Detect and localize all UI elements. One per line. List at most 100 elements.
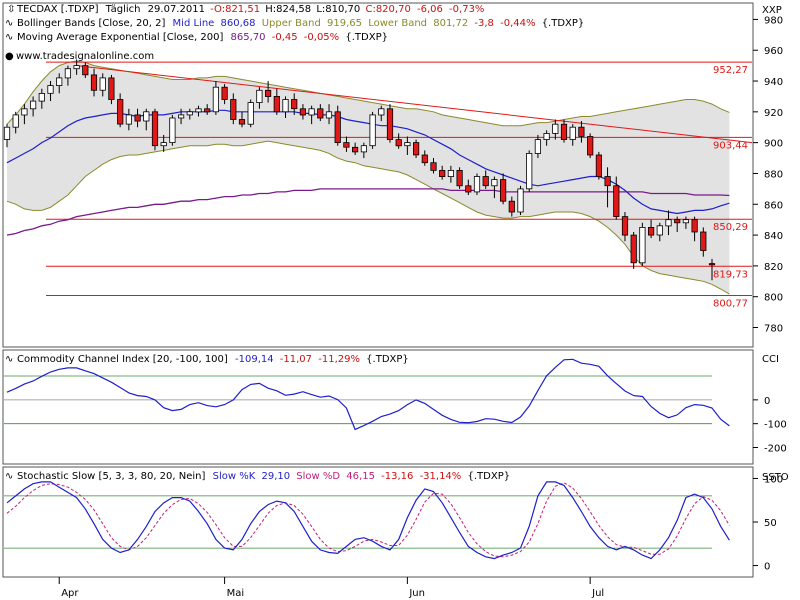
candle-body [247,102,254,125]
stoch-d-value: 46,15 [346,471,375,482]
candle-body [204,108,211,113]
cci-panel [2,349,754,465]
cci-plot [4,358,730,431]
stoch-k-line [6,481,730,560]
bollinger-name: Bollinger Bands [Close, 20, 2] [17,18,165,29]
candle-body [291,99,298,110]
candle-body [543,132,550,140]
candle [378,105,385,122]
candle-body [12,114,19,128]
candle-body [473,176,481,193]
candle [456,167,463,189]
candle [186,108,193,120]
candle-body [73,65,80,70]
month-label: Mai [227,588,245,599]
candle-body [639,226,646,264]
candle-body [369,114,376,147]
candle [299,104,307,120]
stoch-panel [2,466,754,578]
candle [151,108,159,151]
candle [256,87,263,109]
candle-body [491,179,498,187]
candle-body [630,234,637,264]
candle [465,179,472,196]
candle-body [648,226,655,236]
wave-icon: ∿ [5,32,13,43]
candle [360,142,368,159]
candle-body [308,108,315,116]
cci-line [6,358,730,431]
candle-body [325,111,333,119]
price-axis-name: XXP [762,5,782,16]
candle [587,133,594,159]
candle-body [578,126,585,137]
cci-axis-name: CCI [762,354,779,365]
candle [665,210,672,236]
candle [238,111,246,128]
candle-body [143,111,150,122]
candle [325,104,333,125]
candle [343,136,350,152]
candle-body [613,185,620,218]
candle [447,165,455,183]
price-period: Täglich [105,4,141,15]
candle-body [404,142,411,147]
level-label: 850,29 [713,222,748,233]
month-label: Apr [61,588,79,599]
candle-body [560,123,568,140]
candle-body [465,185,472,193]
candle [29,96,37,117]
candle [499,173,507,205]
bollinger-mid-label: Mid Line [173,18,215,29]
candle [595,151,603,180]
candle [682,216,690,229]
candle-body [38,93,45,102]
stoch-d-line [6,482,730,558]
candle [482,170,489,189]
candle [604,167,611,208]
wave-icon: ∿ [5,18,13,29]
stoch-tick-label: 0 [764,562,770,573]
candle [125,108,132,131]
price-change: -6,06 [417,4,443,15]
month-label: Jul [591,588,604,599]
candle [560,119,568,143]
candle [386,104,394,143]
candle [552,119,559,140]
bollinger-change-pct: -0,44% [500,18,535,29]
candle [195,105,202,117]
price-tick-label: 960 [764,46,783,57]
price-tick-label: 920 [764,108,783,119]
candle-body [273,96,280,113]
candle-body [82,65,89,76]
candle-body [378,108,385,116]
cci-symbol: {.TDXP} [366,354,409,365]
bollinger-change: -3,8 [474,18,494,29]
candle [247,99,254,128]
candle [56,73,63,94]
month-label: Jun [408,588,425,599]
candle [169,114,176,146]
price-tick-label: 860 [764,200,783,211]
stoch-k-label: Slow %K [213,471,256,482]
price-high: H:824,58 [265,4,311,15]
candle [282,96,289,118]
candle-body [604,176,611,187]
candle [230,93,237,125]
candle-body [125,114,132,125]
candle [648,219,655,239]
candle [508,196,515,217]
candle-body [3,126,11,140]
candle [700,227,707,257]
stoch-k-value: 29,10 [261,471,290,482]
candle [212,81,219,115]
stoch-symbol: {.TDXP} [468,471,511,482]
candle-body [160,142,167,147]
bollinger-lower-label: Lower Band [368,18,427,29]
candle-legend-icon: ⇳ [7,4,15,15]
candle [334,105,341,146]
candle-body [700,231,707,251]
candle-body [21,108,28,116]
candle [317,104,324,122]
candle [108,74,115,105]
